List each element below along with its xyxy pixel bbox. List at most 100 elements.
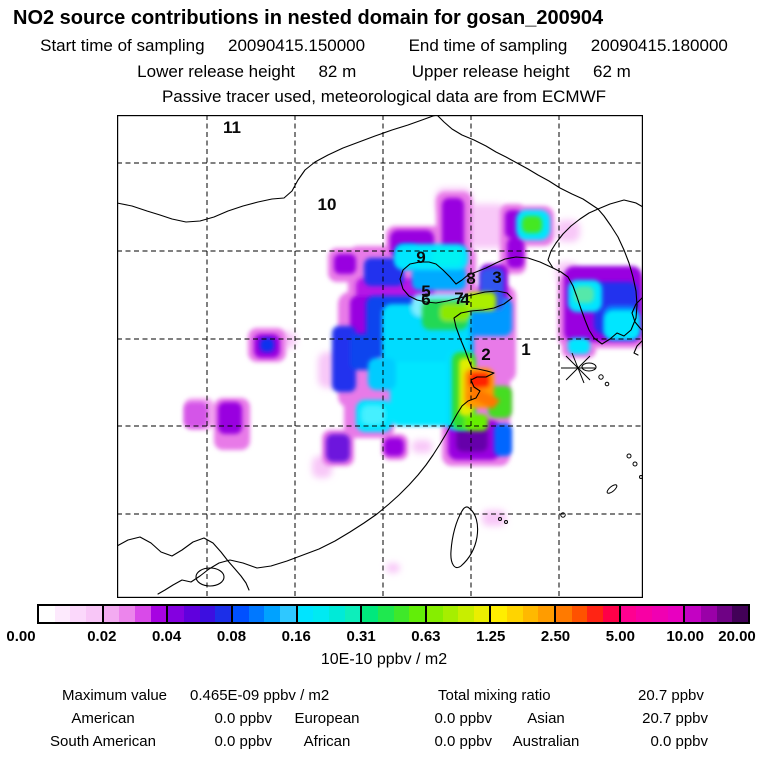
max-value: 0.465E-09 ppbv / m2 xyxy=(190,687,330,704)
colorbar-tick: 0.63 xyxy=(411,628,441,645)
site-label-2: 2 xyxy=(481,345,490,364)
colorbar-tick: 5.00 xyxy=(605,628,635,645)
sampling-time-line: Start time of sampling 20090415.150000 E… xyxy=(0,36,768,56)
colorbar-cell xyxy=(279,606,296,622)
colorbar-segment xyxy=(556,606,621,622)
colorbar-cell xyxy=(507,606,523,622)
end-time-value: 20090415.180000 xyxy=(590,36,728,55)
region-stats-row-1: American 0.0 ppbv European 0.0 ppbv Asia… xyxy=(28,710,718,727)
colorbar-cell xyxy=(344,606,361,622)
colorbar xyxy=(37,604,750,624)
max-value-label: Maximum value xyxy=(62,687,168,704)
colorbar-segment xyxy=(168,606,233,622)
site-label-11: 11 xyxy=(223,118,241,137)
colorbar-cell xyxy=(426,606,443,622)
colorbar-segment xyxy=(232,606,298,622)
colorbar-cell xyxy=(393,606,410,622)
colorbar-cell xyxy=(603,606,619,622)
lower-release-label: Lower release height xyxy=(137,62,295,81)
colorbar-segment xyxy=(39,606,104,622)
region-value: 20.7 ppbv xyxy=(642,710,708,727)
site-label-9: 9 xyxy=(416,248,425,267)
site-label-5: 5 xyxy=(421,282,430,301)
colorbar-cell xyxy=(134,606,151,622)
region-label: Australian xyxy=(512,733,580,750)
colorbar-cell xyxy=(716,606,733,622)
colorbar-tick: 0.08 xyxy=(216,628,247,645)
colorbar-cell xyxy=(473,606,490,622)
colorbar-tick: 0.02 xyxy=(87,628,117,645)
colorbar-cell xyxy=(39,606,55,622)
colorbar-cell xyxy=(538,606,555,622)
release-height-line: Lower release height 82 m Upper release … xyxy=(0,62,768,82)
colorbar-tick: 0.00 xyxy=(6,628,36,645)
total-mixing-label: Total mixing ratio xyxy=(438,687,551,704)
star-marker-icon xyxy=(561,352,595,384)
site-label-1: 1 xyxy=(521,340,530,359)
colorbar-cell xyxy=(620,606,637,622)
colorbar-cell xyxy=(248,606,265,622)
colorbar-tick: 10.00 xyxy=(666,628,704,645)
colorbar-cell xyxy=(491,606,508,622)
colorbar-cell xyxy=(652,606,668,622)
colorbar-cell xyxy=(150,606,167,622)
colorbar-cell xyxy=(232,606,249,622)
colorbar-cell xyxy=(556,606,572,622)
map-canvas: 11 10 9 8 3 5 6 7 4 2 1 xyxy=(117,115,643,598)
colorbar-tick: 0.04 xyxy=(152,628,182,645)
start-time-label: Start time of sampling xyxy=(40,36,205,55)
region-value: 0.0 ppbv xyxy=(434,733,492,750)
total-mixing-value: 20.7 ppbv xyxy=(638,687,704,704)
colorbar-unit-label: 10E-10 ppbv / m2 xyxy=(320,651,448,668)
colorbar-cell xyxy=(362,606,378,622)
colorbar-cell xyxy=(522,606,539,622)
colorbar-cell xyxy=(636,606,653,622)
grid-lines xyxy=(117,115,643,598)
colorbar-segment xyxy=(103,606,169,622)
end-time-label: End time of sampling xyxy=(408,36,568,55)
colorbar-cell xyxy=(667,606,684,622)
region-label: Asian xyxy=(527,710,565,727)
region-value: 0.0 ppbv xyxy=(434,710,492,727)
small-islands xyxy=(498,374,643,524)
colorbar-segment xyxy=(297,606,363,622)
site-label-8: 8 xyxy=(466,269,475,288)
site-label-4: 4 xyxy=(460,290,470,309)
colorbar-segment xyxy=(491,606,557,622)
site-label-10: 10 xyxy=(318,195,337,214)
region-label: South American xyxy=(50,733,156,750)
upper-release-label: Upper release height xyxy=(411,62,570,81)
colorbar-tick: 20.00 xyxy=(718,628,756,645)
site-label-3: 3 xyxy=(492,268,501,287)
region-stats-row-2: South American 0.0 ppbv African 0.0 ppbv… xyxy=(28,733,718,750)
colorbar-tick: 0.16 xyxy=(281,628,311,645)
start-time-value: 20090415.150000 xyxy=(228,36,366,55)
colorbar-cell xyxy=(587,606,604,622)
colorbar-cell xyxy=(442,606,459,622)
colorbar-cell xyxy=(409,606,425,622)
colorbar-cell xyxy=(328,606,345,622)
colorbar-cell xyxy=(54,606,71,622)
colorbar-cell xyxy=(458,606,474,622)
page-title: NO2 source contributions in nested domai… xyxy=(13,7,604,29)
colorbar-cell xyxy=(571,606,588,622)
colorbar-segment xyxy=(426,606,492,622)
lower-release-value: 82 m xyxy=(318,62,357,81)
colorbar-cell xyxy=(313,606,329,622)
region-value: 0.0 ppbv xyxy=(650,733,708,750)
site-label-7: 7 xyxy=(454,289,463,308)
colorbar-segment xyxy=(685,606,749,622)
region-label: European xyxy=(294,710,360,727)
colorbar-tick: 0.31 xyxy=(346,628,376,645)
colorbar-cell xyxy=(264,606,280,622)
colorbar-cell xyxy=(168,606,184,622)
colorbar-cell xyxy=(377,606,394,622)
colorbar-cell xyxy=(119,606,135,622)
colorbar-cell xyxy=(183,606,200,622)
colorbar-cell xyxy=(215,606,231,622)
colorbar-cell xyxy=(103,606,120,622)
region-value: 0.0 ppbv xyxy=(214,710,272,727)
colorbar-tick: 1.25 xyxy=(476,628,506,645)
colorbar-segment xyxy=(362,606,427,622)
tracer-note: Passive tracer used, meteorological data… xyxy=(161,87,607,106)
